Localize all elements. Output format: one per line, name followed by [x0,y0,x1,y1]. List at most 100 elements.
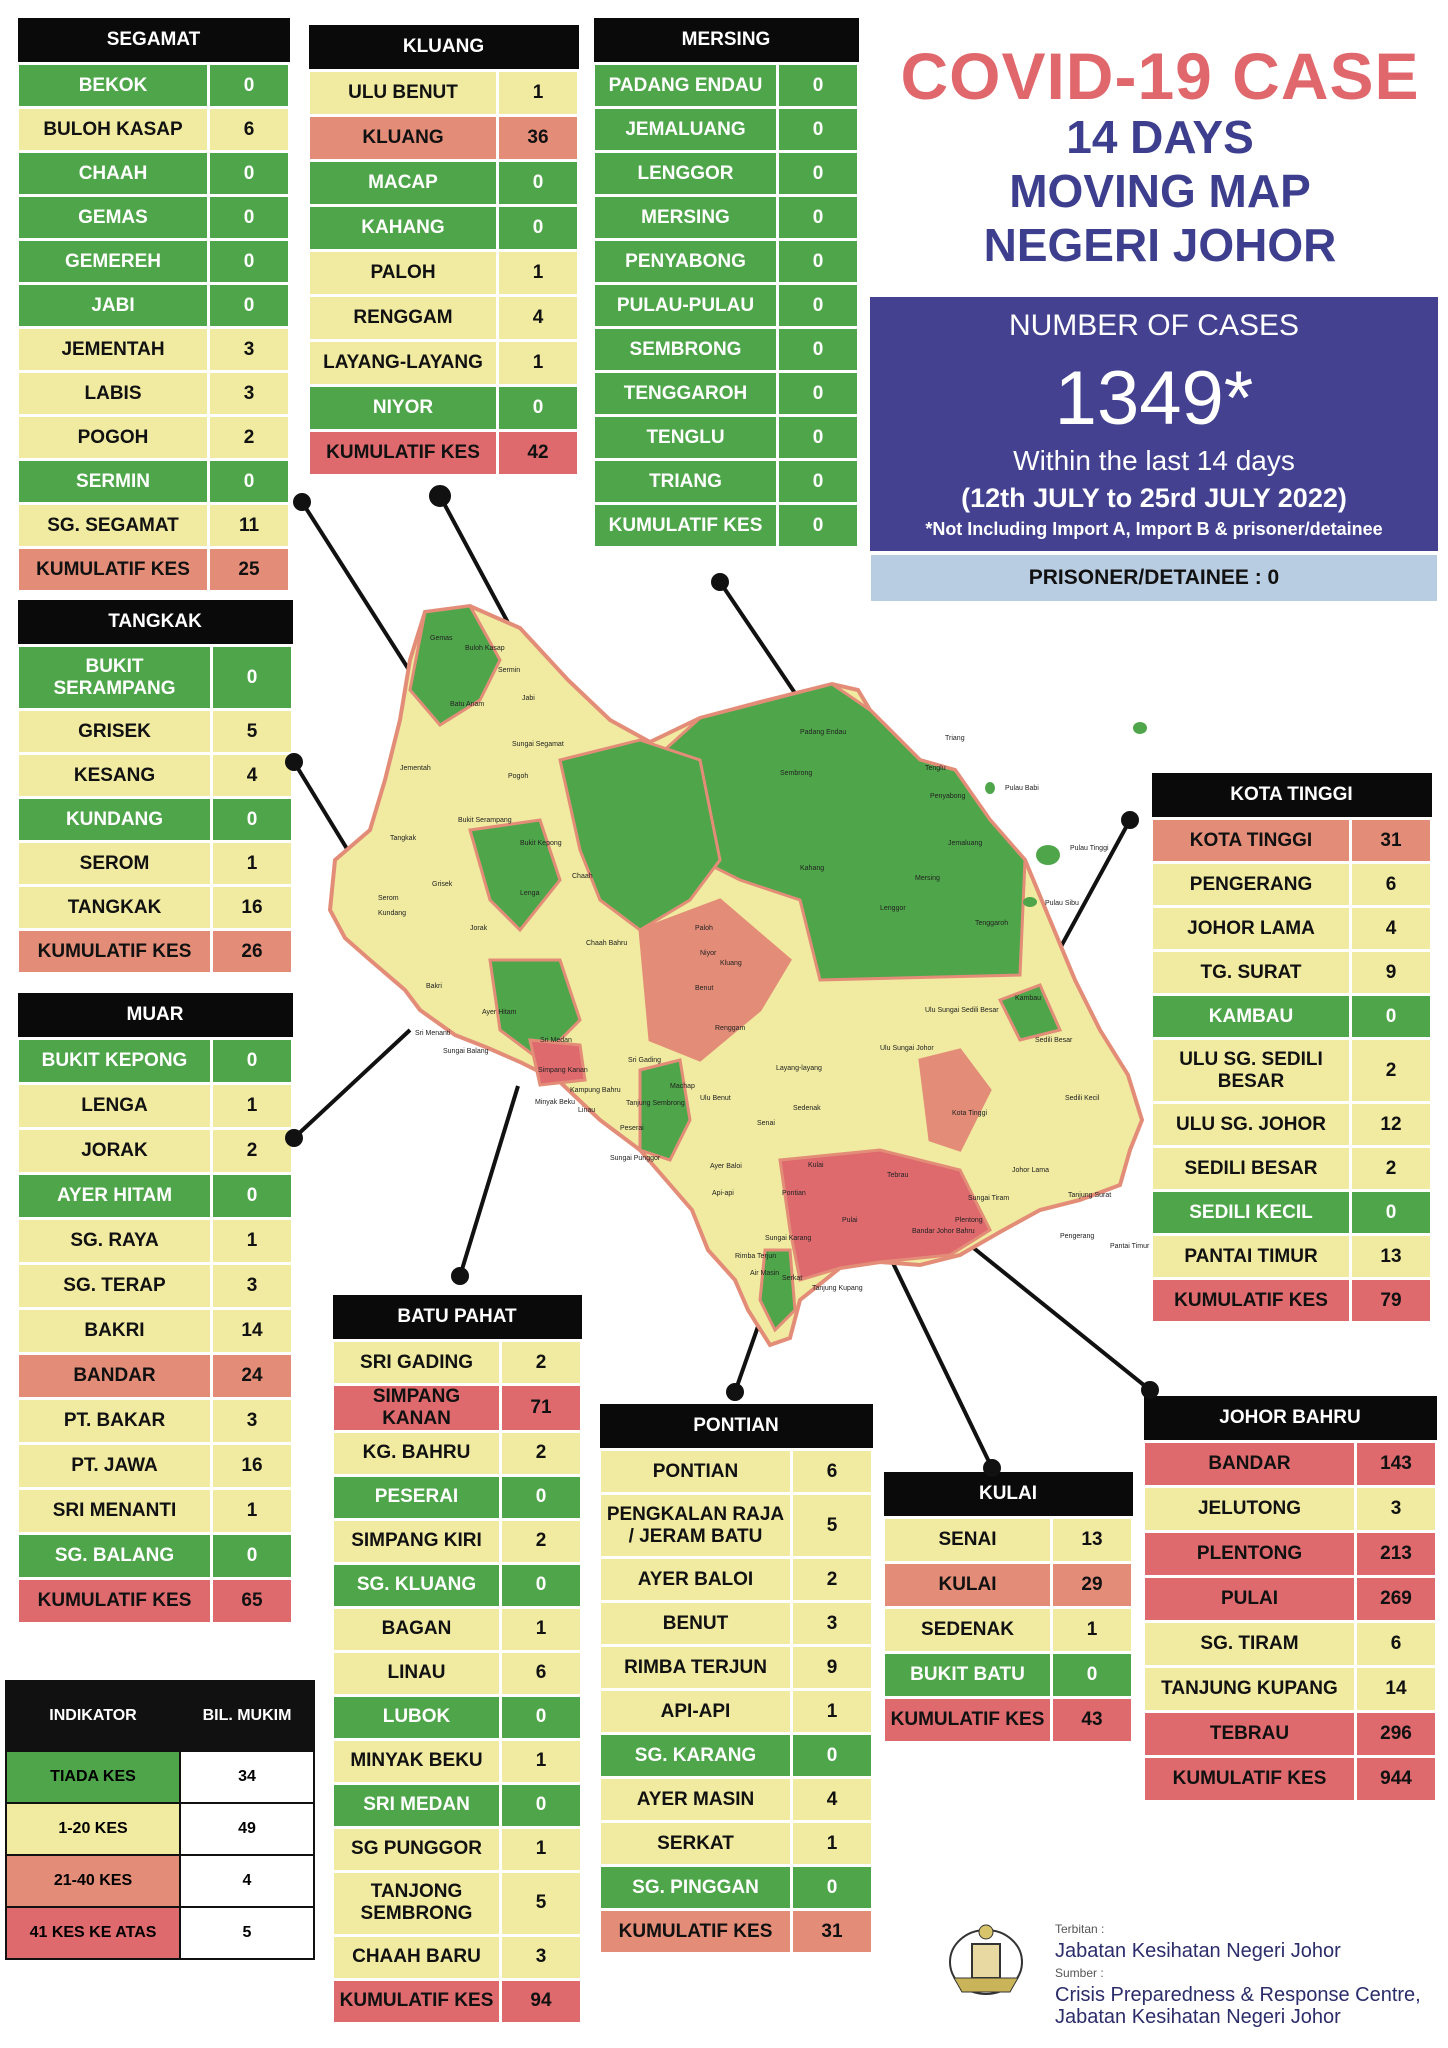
kluang-table: KLUANG ULU BENUT 1 KLUANG 36 MACAP 0 KAHANG 0 PAL… [307,25,580,477]
table-row: CHAAH BARU 3 [331,1933,583,1981]
mukim-cases: 5 [499,1869,583,1937]
terbitan-label: Terbitan : [1055,1922,1105,1936]
mukim-name: ULU BENUT [307,69,499,117]
mukim-cases: 0 [207,62,291,109]
mukim-cases: 6 [207,106,291,153]
table-row: SG. PINGGAN 0 [598,1864,874,1911]
map-label: Tanjung Sembrong [626,1100,685,1107]
mukim-name: PENYABONG [592,238,779,285]
table-row: MERSING 0 [592,194,860,241]
mukim-name: MINYAK BEKU [331,1737,502,1785]
region-kluang [638,898,792,1062]
table-row: SG. SEGAMAT 11 [16,502,291,549]
indicator-header: INDIKATOR [5,1680,181,1752]
mukim-cases: 3 [210,1397,294,1445]
table-row: KUMULATIF KES 42 [307,429,580,477]
map-label: Layang-layang [776,1065,822,1072]
mukim-name: KLUANG [307,114,499,162]
mukim-cases: 16 [210,884,294,931]
mukim-name: KUMULATIF KES [307,429,499,477]
map-label: Niyor [700,950,717,957]
mukim-cases: 1 [499,1737,583,1785]
table-row: KOTA TINGGI 31 [1150,817,1433,864]
map-label: Sedili Besar [1035,1037,1073,1044]
mukim-name: KUMULATIF KES [331,1977,502,2025]
mukim-name: LABIS [16,370,210,417]
mukim-cases: 3 [207,326,291,373]
table-row: LABIS 3 [16,370,291,417]
mukim-cases: 0 [776,370,860,417]
mukim-name: MERSING [592,194,779,241]
muar-header: MUAR [17,993,293,1039]
table-row: AYER MASIN 4 [598,1776,874,1823]
mukim-name: KUMULATIF KES [1150,1277,1352,1324]
map-label: Bandar Johor Bahru [912,1228,975,1235]
map-label: Sungai Karang [765,1235,811,1242]
map-label: Padang Endau [800,729,846,736]
table-row: PT. JAWA 16 [16,1442,294,1490]
mukim-cases: 31 [790,1908,874,1955]
map-label: Sungai Segamat [512,741,564,748]
table-row: JOHOR LAMA 4 [1150,905,1433,952]
table-row: SIMPANG KANAN 71 [331,1383,583,1433]
map-label: Kambau [1015,995,1041,1002]
table-row: PESERAI 0 [331,1473,583,1521]
mukim-cases: 3 [207,370,291,417]
mukim-name: BUKIT SERAMPANG [16,644,213,711]
mukim-cases: 0 [210,1037,294,1085]
summary-label: NUMBER OF CASES [1008,309,1300,342]
mukim-name: SG. PINGGAN [598,1864,793,1911]
table-row: TENGLU 0 [592,414,860,461]
region-ayer-hitam [488,958,582,1062]
map-label: Benut [695,985,713,992]
mukim-cases: 3 [790,1600,874,1647]
mukim-name: KG. BAHRU [331,1429,502,1477]
map-label: Sermin [498,667,520,674]
map-label: Minyak Beku [535,1099,575,1106]
mukim-name: GEMEREH [16,238,210,285]
map-label: Johor Lama [1012,1167,1049,1174]
table-row: BULOH KASAP 6 [16,106,291,153]
mukim-name: BULOH KASAP [16,106,210,153]
table-row: BENUT 3 [598,1600,874,1647]
region-simpang-kanan [528,1038,587,1087]
mukim-name: SG. SEGAMAT [16,502,210,549]
map-label: Senai [757,1120,775,1127]
map-label: Penyabong [930,793,966,800]
mukim-name: BANDAR [16,1352,213,1400]
map-label: Tanjung Kupang [812,1285,863,1292]
mukim-cases: 0 [776,238,860,285]
table-row: PADANG ENDAU 0 [592,62,860,109]
mukim-name: KULAI [882,1561,1053,1609]
mukim-name: KAHANG [307,204,499,252]
table-row: PONTIAN 6 [598,1448,874,1495]
region-kota-tinggi [918,1048,992,1152]
table-row: ULU SG. JOHOR 12 [1150,1101,1433,1148]
mukim-name: SG. BALANG [16,1532,213,1580]
table-row: JEMALUANG 0 [592,106,860,153]
mukim-cases: 944 [1354,1755,1438,1803]
map-label: Sedenak [793,1105,821,1112]
mukim-name: JORAK [16,1127,213,1175]
source-line-2: Jabatan Kesihatan Negeri Johor [1055,2006,1341,2028]
mukim-cases: 0 [776,458,860,505]
mukim-cases: 1 [496,339,580,387]
legend-value-none: 34 [179,1750,315,1804]
indicator-legend: INDIKATOR BIL. MUKIM TIADA KES 34 1-20 KE… [5,1680,315,1960]
mukim-cases: 0 [790,1732,874,1779]
batupahat-table: BATU PAHAT SRI GADING 2 SIMPANG KANAN 71 KG. … [331,1295,583,2025]
mukim-name: KUMULATIF KES [1142,1755,1357,1803]
table-row: JEMENTAH 3 [16,326,291,373]
mukim-cases: 5 [790,1492,874,1559]
table-row: SRI GADING 2 [331,1339,583,1386]
map-label: Ulu Sungai Sedili Besar [925,1007,999,1014]
mukim-cases: 36 [496,114,580,162]
table-row: TENGGAROH 0 [592,370,860,417]
mukim-name: GEMAS [16,194,210,241]
mukim-name: SIMPANG KANAN [331,1383,502,1433]
map-label: Kluang [720,960,742,967]
map-label: Gemas [430,635,453,642]
table-row: ULU SG. SEDILI BESAR 2 [1150,1037,1433,1104]
map-label: Sri Gading [628,1057,661,1064]
mukim-name: PANTAI TIMUR [1150,1233,1352,1280]
